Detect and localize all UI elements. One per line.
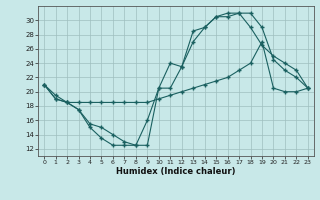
X-axis label: Humidex (Indice chaleur): Humidex (Indice chaleur) — [116, 167, 236, 176]
